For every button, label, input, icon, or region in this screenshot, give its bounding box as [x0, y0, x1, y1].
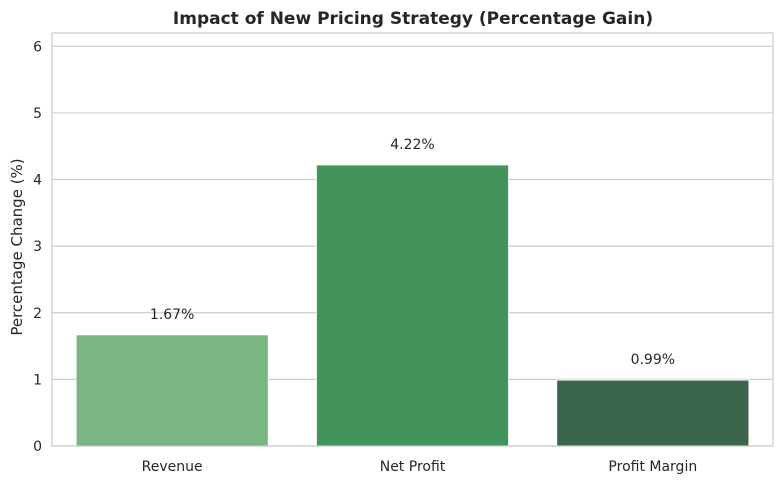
- y-axis-ticks: 0 1 2 3 4 5 6: [33, 39, 42, 455]
- y-tick-label: 4: [33, 173, 42, 189]
- y-axis-label: Percentage Change (%): [8, 158, 26, 335]
- bar-profit-margin: [556, 379, 750, 447]
- y-tick-label: 3: [33, 239, 42, 255]
- data-labels: 1.67% 4.22% 0.99%: [150, 137, 675, 368]
- data-label: 4.22%: [390, 137, 434, 153]
- bar-net-profit: [315, 164, 510, 447]
- y-tick-label: 5: [33, 106, 42, 122]
- plot-frame: [51, 32, 774, 447]
- x-tick-label: Profit Margin: [608, 459, 697, 475]
- bar-revenue: [75, 334, 269, 447]
- y-tick-label: 6: [33, 39, 42, 55]
- x-tick-label: Revenue: [142, 459, 203, 475]
- y-tick-label: 1: [33, 372, 42, 388]
- bars: [75, 164, 750, 447]
- chart-title: Impact of New Pricing Strategy (Percenta…: [173, 9, 653, 29]
- y-tick-label: 0: [33, 439, 42, 455]
- data-label: 0.99%: [631, 352, 675, 368]
- x-tick-label: Net Profit: [380, 459, 446, 475]
- x-axis-ticks: Revenue Net Profit Profit Margin: [142, 459, 698, 475]
- y-tick-label: 2: [33, 306, 42, 322]
- data-label: 1.67%: [150, 307, 194, 323]
